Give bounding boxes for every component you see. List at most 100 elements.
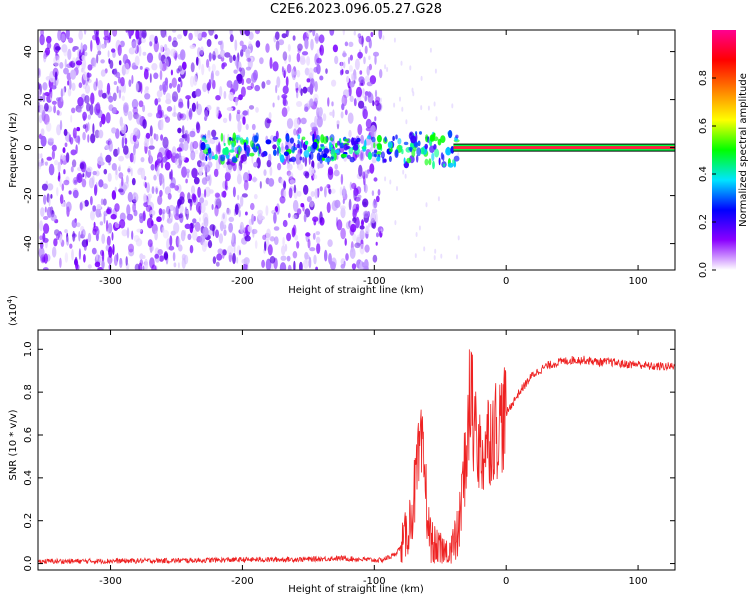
carrier-blob [212,136,219,140]
carrier-blob [427,136,430,144]
colorbar: 0.0 0.2 0.4 0.6 0.8 Normalized spectral ampl… [698,30,749,278]
noise-cell [209,224,216,232]
noise-cell [374,100,380,107]
carrier-blob [296,143,301,149]
noise-cell [350,223,357,233]
carrier-blob [225,154,230,159]
noise-cell [275,40,280,51]
y-tick-label: -20 [23,187,34,203]
carrier-blob [424,158,429,166]
noise-cell [253,161,258,168]
carrier-blob [455,134,459,139]
noise-cell [287,212,291,219]
noise-cell [170,213,173,223]
noise-cell [253,215,256,222]
noise-cell [281,107,288,118]
carrier-blob [445,147,452,156]
noise-cell [153,174,157,181]
noise-cell [181,166,188,178]
carrier-blob [299,148,303,154]
y-tick-label: 0.4 [23,470,34,486]
carrier-blob [344,138,349,142]
noise-cell [236,112,241,122]
noise-cell [81,230,83,238]
noise-cell [214,192,220,198]
noise-cell [106,82,111,95]
noise-cell [115,168,118,176]
noise-cell [124,62,130,75]
noise-cell [69,243,73,249]
noise-cell [185,178,188,184]
noise-cell [153,72,159,80]
carrier-blob [316,134,320,142]
noise-cell [330,188,336,194]
noise-cell [139,216,144,224]
noise-cell [365,75,370,82]
noise-cell [339,186,343,196]
noise-cell [86,166,93,173]
noise-cell [83,30,87,35]
noise-cell [310,38,314,51]
noise-cell [197,186,202,198]
noise-cell [236,109,241,114]
noise-cell [184,133,188,142]
noise-cell [348,41,354,47]
noise-cell [131,177,136,186]
noise-cell [71,61,76,68]
noise-cell [236,256,239,264]
carrier-blob [283,151,289,156]
noise-cell [105,154,112,163]
noise-cell [324,186,327,198]
y-tick-label: 0.2 [23,513,34,529]
noise-cell [336,120,340,125]
noise-cell [173,222,180,234]
noise-cell [296,89,299,99]
noise-cell [107,227,110,235]
carrier-blob [243,142,247,151]
noise-cell [236,61,242,72]
noise-cell [181,125,185,135]
carrier-blob [434,148,440,158]
noise-cell [98,213,102,218]
noise-cell [228,91,234,102]
carrier-blob [419,131,422,135]
noise-cell [44,102,49,112]
noise-cell [174,52,177,61]
noise-cell [175,205,179,217]
noise-cell [57,231,61,239]
noise-cell [286,170,292,176]
noise-cell [127,168,131,173]
noise-cell [65,201,72,213]
noise-cell [135,82,139,93]
carrier-blob [377,143,382,150]
noise-cell [245,49,250,59]
noise-cell [202,82,208,93]
noise-cell [131,74,134,84]
noise-cell [213,168,219,178]
noise-cell [44,47,51,56]
noise-cell [389,179,392,185]
noise-cell [433,255,436,261]
noise-cell [167,193,172,200]
noise-cell [70,114,73,123]
noise-cell [192,229,198,241]
noise-cell [344,41,349,47]
noise-cell [159,255,164,262]
noise-cell [373,51,379,57]
noise-cell [222,134,226,146]
noise-cell [228,112,232,122]
noise-cell [415,232,418,237]
carrier-blob [387,141,393,149]
noise-cell [368,38,372,49]
noise-cell [222,213,225,220]
carrier-blob [346,154,351,160]
noise-cell [275,31,280,40]
noise-cell [123,83,126,94]
carrier-blob [312,141,318,150]
carrier-blob [438,157,441,166]
noise-cell [157,104,162,115]
noise-cell [148,149,151,157]
noise-cell [226,208,231,216]
noise-cell [420,75,423,81]
noise-cell [352,73,355,84]
